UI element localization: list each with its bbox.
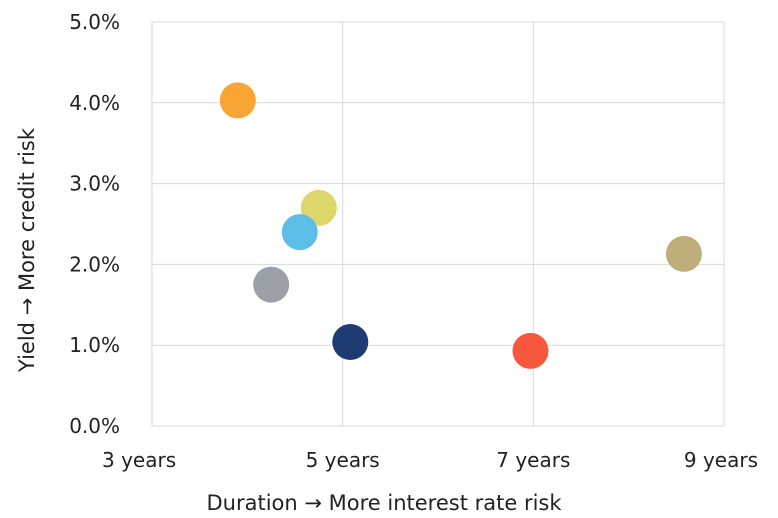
- x-axis-title: Duration → More interest rate risk: [206, 491, 562, 515]
- x-tick-label: 5 years: [306, 448, 380, 472]
- data-point: [253, 266, 290, 303]
- x-tick-label: 9 years: [684, 448, 758, 472]
- y-tick-label: 5.0%: [69, 10, 120, 34]
- y-tick-label: 0.0%: [69, 414, 120, 438]
- y-tick-label: 1.0%: [69, 333, 120, 357]
- x-axis-ticks: 3 years 5 years 7 years 9 years: [102, 448, 758, 472]
- x-tick-label: 3 years: [102, 448, 176, 472]
- y-tick-label: 3.0%: [69, 172, 120, 196]
- data-point: [300, 189, 337, 226]
- data-point: [281, 214, 318, 251]
- y-tick-label: 2.0%: [69, 252, 120, 276]
- data-point: [332, 323, 369, 360]
- data-point: [512, 332, 549, 369]
- plot-area: [151, 21, 725, 427]
- x-tick-label: 7 years: [496, 448, 570, 472]
- y-axis-title: Yield → More credit risk: [15, 127, 39, 373]
- data-points: [219, 82, 702, 369]
- data-point: [665, 235, 702, 272]
- y-tick-label: 4.0%: [69, 91, 120, 115]
- data-point: [219, 82, 256, 119]
- y-axis-ticks: 0.0% 1.0% 2.0% 3.0% 4.0% 5.0%: [69, 10, 120, 438]
